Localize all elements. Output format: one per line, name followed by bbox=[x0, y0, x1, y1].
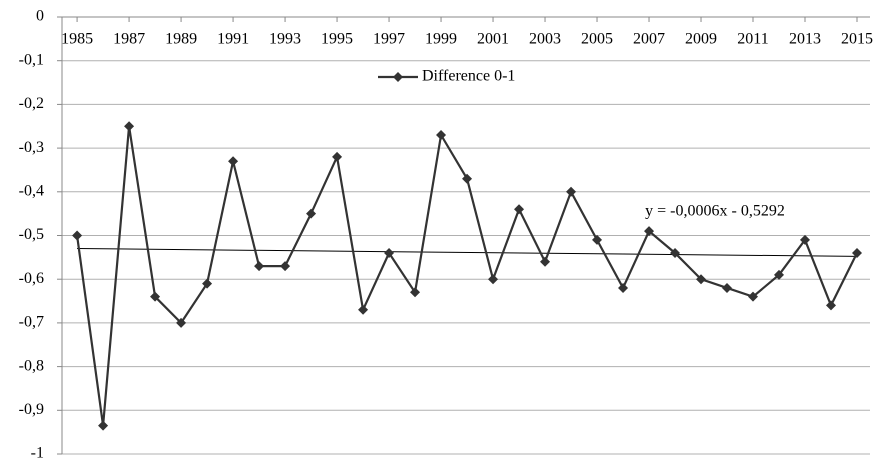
y-tick-label: -0,8 bbox=[19, 357, 44, 374]
x-tick-label: 1991 bbox=[217, 31, 249, 48]
x-tick-label: 2009 bbox=[685, 31, 717, 48]
marker bbox=[722, 282, 733, 293]
y-tick-label: 0 bbox=[36, 8, 44, 25]
legend-label: Difference 0-1 bbox=[422, 68, 515, 85]
trendline bbox=[77, 248, 858, 257]
marker bbox=[618, 282, 629, 293]
x-tick-label: 2005 bbox=[581, 31, 613, 48]
marker bbox=[774, 269, 785, 280]
marker bbox=[592, 234, 603, 245]
x-tick-label: 1985 bbox=[61, 31, 93, 48]
y-tick-label: -0,6 bbox=[19, 270, 44, 287]
x-tick-label: 2001 bbox=[477, 31, 509, 48]
x-tick-label: 1987 bbox=[113, 31, 145, 48]
x-tick-label: 2013 bbox=[789, 31, 821, 48]
y-tick-label: -0,5 bbox=[19, 226, 44, 243]
marker bbox=[540, 256, 551, 267]
x-tick-label: 2015 bbox=[841, 31, 873, 48]
marker bbox=[514, 204, 525, 215]
y-tick-label: -0,3 bbox=[19, 139, 44, 156]
marker bbox=[800, 234, 811, 245]
x-tick-label: 1989 bbox=[165, 31, 197, 48]
y-tick-label: -0,2 bbox=[19, 95, 44, 112]
trendline-label: y = -0,0006x - 0,5292 bbox=[645, 203, 785, 220]
x-tick-label: 1993 bbox=[269, 31, 301, 48]
marker bbox=[228, 156, 239, 167]
marker bbox=[254, 261, 265, 272]
y-tick-label: -0,1 bbox=[19, 51, 44, 68]
marker bbox=[436, 129, 447, 140]
marker bbox=[124, 121, 135, 132]
marker bbox=[332, 151, 343, 162]
marker bbox=[826, 300, 837, 311]
legend-marker bbox=[393, 72, 403, 82]
marker bbox=[72, 230, 83, 241]
marker bbox=[150, 291, 161, 302]
x-tick-label: 1995 bbox=[321, 31, 353, 48]
y-tick-label: -0,7 bbox=[19, 314, 44, 331]
marker bbox=[566, 186, 577, 197]
x-tick-label: 2007 bbox=[633, 31, 665, 48]
marker bbox=[696, 274, 707, 285]
marker bbox=[748, 291, 759, 302]
marker bbox=[306, 208, 317, 219]
series-line bbox=[75, 126, 858, 426]
x-tick-label: 2003 bbox=[529, 31, 561, 48]
x-tick-label: 1997 bbox=[373, 31, 405, 48]
marker bbox=[358, 304, 369, 315]
marker bbox=[202, 278, 213, 289]
marker bbox=[488, 274, 499, 285]
marker bbox=[410, 287, 421, 298]
marker bbox=[384, 247, 395, 258]
y-tick-label: -0,4 bbox=[19, 182, 44, 199]
marker bbox=[852, 247, 863, 258]
y-tick-label: -1 bbox=[31, 445, 44, 461]
y-tick-label: -0,9 bbox=[19, 401, 44, 418]
marker bbox=[462, 173, 473, 184]
x-tick-label: 2011 bbox=[737, 31, 768, 48]
marker bbox=[670, 247, 681, 258]
marker bbox=[280, 261, 291, 272]
marker bbox=[176, 317, 187, 328]
x-tick-label: 1999 bbox=[425, 31, 457, 48]
marker bbox=[644, 226, 655, 237]
marker bbox=[98, 420, 109, 431]
